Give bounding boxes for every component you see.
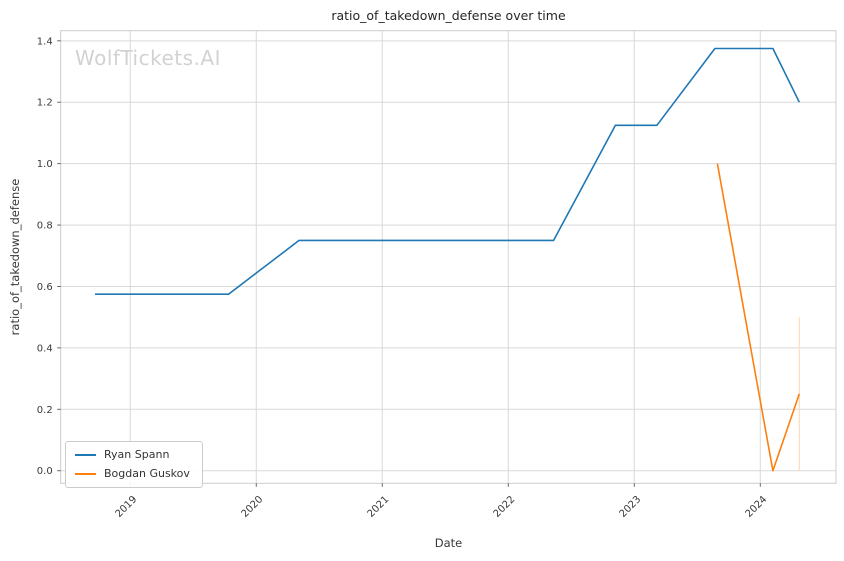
y-tick-label: 1.2: [37, 98, 53, 109]
series-lines: [95, 47, 801, 472]
x-tick-label: 2024: [744, 494, 770, 520]
legend-item: Ryan Spann: [75, 448, 190, 462]
legend: Ryan Spann Bogdan Guskov: [65, 441, 203, 488]
y-tick-label: 0.4: [37, 343, 53, 354]
series-line-bogdan-guskov: [716, 163, 801, 472]
gridlines: [60, 30, 836, 484]
plot-border: [60, 30, 837, 484]
watermark: WolfTickets.AI: [75, 46, 221, 70]
legend-label: Ryan Spann: [104, 448, 170, 461]
legend-line-swatch: [75, 473, 96, 475]
y-axis-label: ratio_of_takedown_defense: [8, 178, 22, 336]
x-tick-label: 2020: [240, 494, 266, 520]
y-tick-label: 1.0: [37, 159, 53, 170]
x-tick-label: 2022: [492, 494, 518, 520]
legend-item: Bogdan Guskov: [75, 467, 190, 481]
legend-line-swatch: [75, 454, 96, 456]
x-tick-label: 2019: [114, 494, 140, 520]
y-tick-label: 0.6: [37, 282, 53, 293]
y-tick-label: 0.2: [37, 405, 53, 416]
x-axis-label: Date: [434, 536, 463, 550]
y-tick-label: 0.8: [37, 221, 53, 232]
y-tick-label: 1.4: [37, 36, 53, 47]
plot-frame: [60, 30, 837, 484]
series-line-ryan-spann: [95, 47, 801, 296]
x-tick-label: 2021: [366, 494, 392, 520]
x-tick-label: 2023: [618, 494, 644, 520]
y-tick-label: 0.0: [37, 466, 53, 477]
chart-title: ratio_of_takedown_defense over time: [331, 8, 566, 23]
legend-label: Bogdan Guskov: [104, 467, 190, 480]
axis-ticks: [57, 40, 761, 487]
